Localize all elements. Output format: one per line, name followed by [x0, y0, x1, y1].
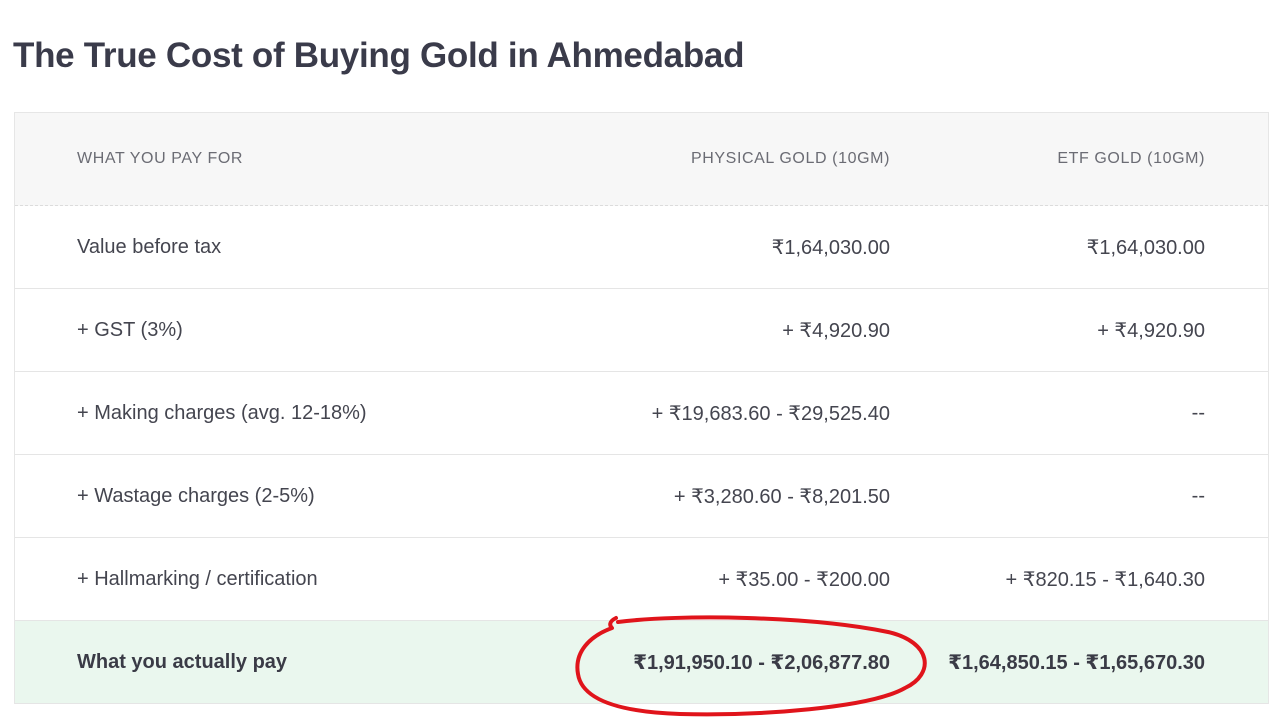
total-label: What you actually pay	[77, 650, 288, 673]
physical-value: + ₹4,920.90	[782, 319, 890, 342]
row-label: + Wastage charges (2-5%)	[77, 484, 315, 507]
total-etf-value: ₹1,64,850.15 - ₹1,65,670.30	[948, 651, 1205, 674]
physical-value: + ₹19,683.60 - ₹29,525.40	[651, 402, 890, 425]
total-physical-value: ₹1,91,950.10 - ₹2,06,877.80	[633, 651, 890, 674]
physical-value: + ₹3,280.60 - ₹8,201.50	[673, 485, 890, 508]
table-header-row: WHAT YOU PAY FOR PHYSICAL GOLD (10GM) ET…	[15, 113, 1268, 206]
etf-value: + ₹820.15 - ₹1,640.30	[1005, 568, 1205, 591]
physical-value: ₹1,64,030.00	[771, 236, 890, 259]
header-physical-gold: PHYSICAL GOLD (10GM)	[690, 150, 890, 167]
cost-table: WHAT YOU PAY FOR PHYSICAL GOLD (10GM) ET…	[14, 112, 1269, 704]
physical-value: + ₹35.00 - ₹200.00	[718, 568, 890, 591]
page-title: The True Cost of Buying Gold in Ahmedaba…	[13, 36, 745, 75]
table-row-gst: + GST (3%) + ₹4,920.90 + ₹4,920.90	[15, 289, 1268, 372]
table-row-wastage-charges: + Wastage charges (2-5%) + ₹3,280.60 - ₹…	[15, 455, 1268, 538]
etf-value: ₹1,64,030.00	[1086, 236, 1205, 259]
table-row-making-charges: + Making charges (avg. 12-18%) + ₹19,683…	[15, 372, 1268, 455]
table-row-value-before-tax: Value before tax ₹1,64,030.00 ₹1,64,030.…	[15, 206, 1268, 289]
table-row-total: What you actually pay ₹1,91,950.10 - ₹2,…	[15, 621, 1268, 704]
row-label: + Hallmarking / certification	[77, 567, 318, 590]
header-etf-gold: ETF GOLD (10GM)	[1057, 150, 1205, 167]
row-label: + Making charges (avg. 12-18%)	[77, 401, 367, 424]
row-label: + GST (3%)	[77, 318, 183, 341]
table-row-hallmarking: + Hallmarking / certification + ₹35.00 -…	[15, 538, 1268, 621]
etf-value: --	[1191, 484, 1205, 507]
header-what-you-pay-for: WHAT YOU PAY FOR	[77, 150, 244, 167]
etf-value: + ₹4,920.90	[1097, 319, 1205, 342]
etf-value: --	[1191, 401, 1205, 424]
row-label: Value before tax	[77, 235, 222, 258]
